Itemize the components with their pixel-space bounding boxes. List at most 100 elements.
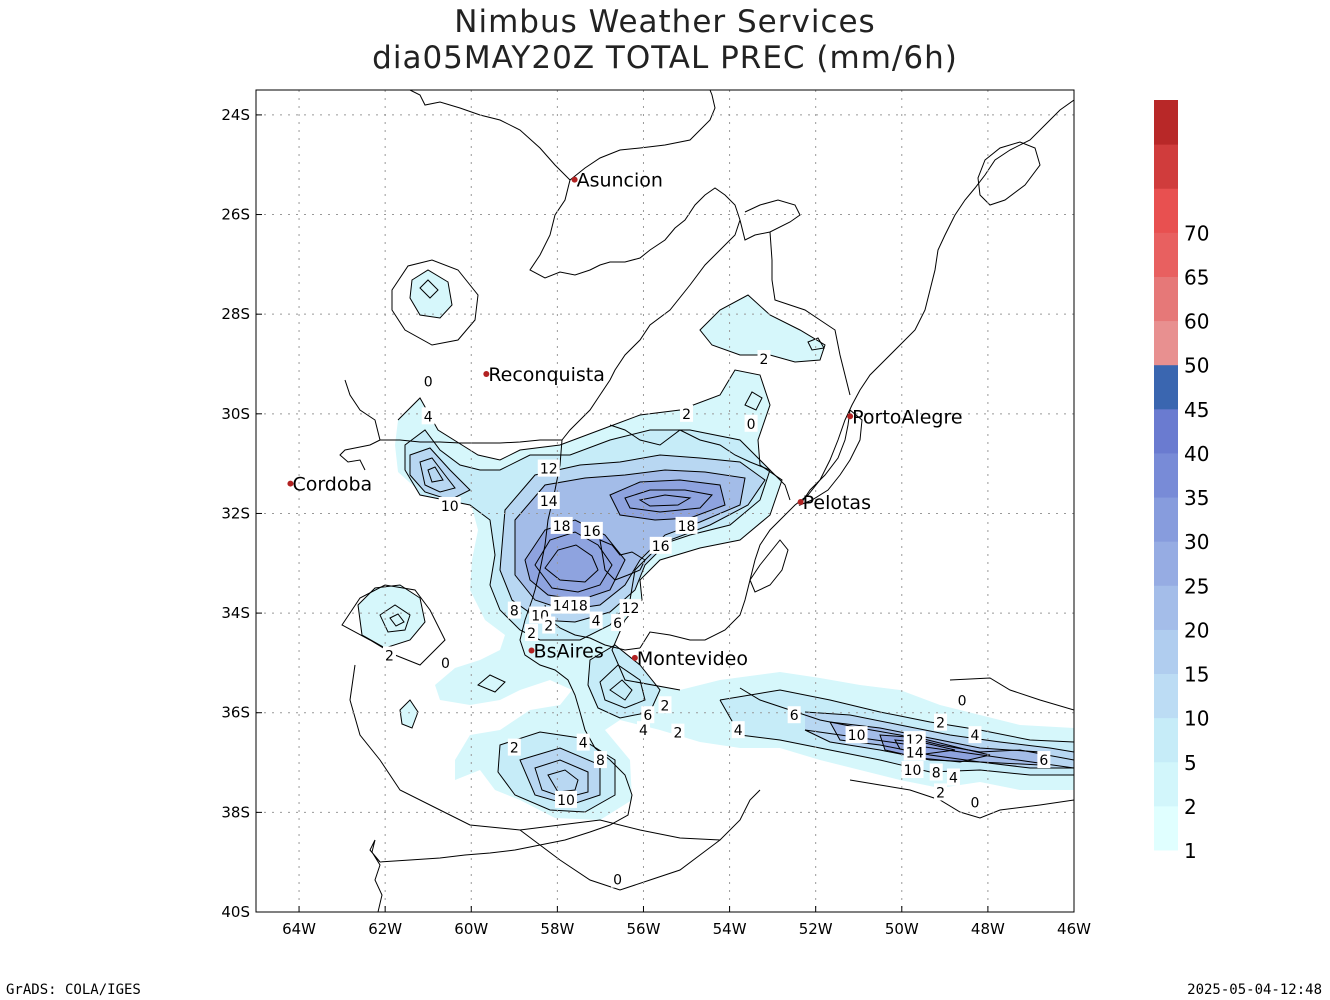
contour-label: 0 xyxy=(958,693,967,709)
contour-label-bg xyxy=(649,536,672,554)
x-tick-label: 64W xyxy=(282,920,316,938)
contour-label-bg xyxy=(537,459,560,477)
colorbar-swatch xyxy=(1154,717,1178,763)
contour-label: 18 xyxy=(553,519,571,535)
contour-label-bg xyxy=(611,614,625,632)
contour-label: 4 xyxy=(592,614,601,630)
contour-label: 10 xyxy=(441,499,459,515)
contour-label: 4 xyxy=(734,723,743,739)
colorbar-swatch xyxy=(1154,320,1178,366)
contour-label-bg xyxy=(589,611,603,629)
contour-label-bg xyxy=(901,761,924,779)
contour-label: 12 xyxy=(622,601,640,617)
contour-label: 8 xyxy=(510,604,519,620)
contour-label: 0 xyxy=(424,374,433,390)
contour-label: 2 xyxy=(760,352,769,368)
city-marker xyxy=(847,413,854,420)
x-tick-label: 46W xyxy=(1057,920,1091,938)
contour-label-bg xyxy=(438,653,452,671)
contour-label-bg xyxy=(593,751,607,769)
footer-credit: GrADS: COLA/IGES xyxy=(6,982,141,998)
contour-label: 2 xyxy=(510,741,519,757)
contour-label: 6 xyxy=(790,708,799,724)
colorbar-swatch xyxy=(1154,276,1178,322)
contour-label: 18 xyxy=(678,519,696,535)
city-marker xyxy=(528,647,535,654)
contour-label-bg xyxy=(934,783,948,801)
y-tick-label: 28S xyxy=(221,305,250,323)
colorbar-label: 25 xyxy=(1184,574,1209,598)
colorbar-swatch xyxy=(1154,364,1178,410)
colorbar-label: 2 xyxy=(1184,795,1197,819)
contour-label-bg xyxy=(567,596,590,614)
argentina-atlantic-coast xyxy=(379,747,633,863)
coastlines-and-borders xyxy=(339,90,1074,912)
chart-title: Nimbus Weather Services xyxy=(454,4,876,40)
contour-label: 2 xyxy=(682,407,691,423)
contour-label-bg xyxy=(955,691,969,709)
argentina-brazil-border xyxy=(769,231,851,396)
precip-area-1mm xyxy=(700,295,825,362)
precip-area-1mm xyxy=(358,585,425,648)
contour-label-bg xyxy=(671,723,685,741)
colorbar-swatch xyxy=(1154,805,1178,851)
colorbar-label: 20 xyxy=(1184,618,1209,642)
contour-label: 0 xyxy=(971,795,980,811)
precip-area-1mm xyxy=(410,270,452,318)
contour-label: 10 xyxy=(904,763,922,779)
precip-area-20mm xyxy=(610,480,725,520)
contour-label-bg xyxy=(903,743,926,761)
contour-label: 2 xyxy=(544,619,553,635)
contour-label: 0 xyxy=(747,417,756,433)
city-label: Asuncion xyxy=(577,170,663,192)
lagoa-dos-patos xyxy=(798,409,863,507)
contour-label-bg xyxy=(1037,751,1051,769)
contour-label-bg xyxy=(946,768,960,786)
colorbar-swatch xyxy=(1154,629,1178,675)
contour-label: 4 xyxy=(949,770,958,786)
contour-label: 2 xyxy=(527,626,536,642)
contour-label-bg xyxy=(550,516,573,534)
city-label: PortoAlegre xyxy=(852,406,962,428)
contour-label-bg xyxy=(744,414,758,432)
city-marker xyxy=(571,176,578,183)
colorbar-label: 65 xyxy=(1184,265,1209,289)
contour-label: 6 xyxy=(1039,753,1048,769)
contour-label-bg xyxy=(968,793,982,811)
contour-label-bg xyxy=(611,870,625,888)
contour-label: 16 xyxy=(583,524,601,540)
rio-de-la-plata-south-coast xyxy=(519,599,596,749)
y-tick-label: 32S xyxy=(221,504,250,522)
colorbar-label: 35 xyxy=(1184,486,1209,510)
x-tick-label: 60W xyxy=(454,920,488,938)
city-label: Cordoba xyxy=(292,474,372,496)
contour-label-bg xyxy=(542,616,556,634)
uruguay-river xyxy=(561,219,741,441)
colorbar-label: 70 xyxy=(1184,221,1209,245)
contour-label-bg xyxy=(680,404,694,422)
contour-label-bg xyxy=(619,599,642,617)
contour-label-bg xyxy=(641,706,655,724)
colorbar-swatch xyxy=(1154,673,1178,719)
contour-label-bg xyxy=(537,492,560,509)
contour-label: 8 xyxy=(932,766,941,782)
x-tick-label: 52W xyxy=(799,920,833,938)
chart-subtitle: dia05MAY20Z TOTAL PREC (mm/6h) xyxy=(372,40,958,76)
x-tick-label: 54W xyxy=(713,920,747,938)
bahia-blanca-coast xyxy=(369,839,383,912)
colorbar-label: 30 xyxy=(1184,530,1209,554)
contour-label: 14 xyxy=(553,599,571,615)
colorbar-swatch xyxy=(1154,408,1178,454)
city-label: Montevideo xyxy=(637,648,748,670)
contour-label: 18 xyxy=(570,599,588,615)
contour-label-bg xyxy=(507,601,521,619)
colorbar-swatch xyxy=(1154,585,1178,630)
colorbar-swatch xyxy=(1154,497,1178,542)
colorbar-label: 45 xyxy=(1184,398,1209,422)
y-tick-label: 24S xyxy=(221,106,250,124)
contour-label: 10 xyxy=(557,793,575,809)
contour-label: 14 xyxy=(906,746,924,762)
contour-label-bg xyxy=(787,706,801,724)
